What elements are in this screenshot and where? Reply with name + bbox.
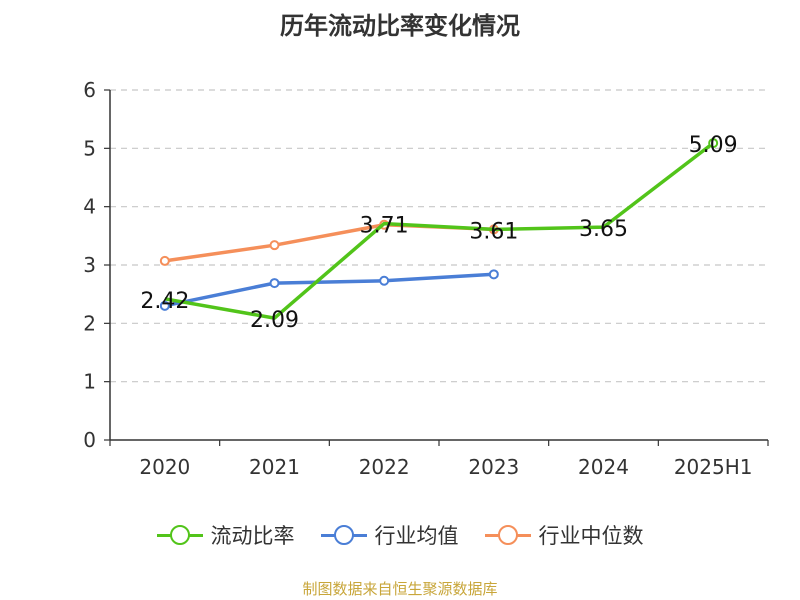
data-label: 3.61	[469, 219, 518, 244]
legend-label: 流动比率	[210, 524, 295, 548]
data-label: 2.42	[140, 289, 189, 314]
legend-item-industry-median[interactable]: 行业中位数	[484, 520, 644, 550]
legend-marker-icon	[320, 523, 367, 547]
x-tick-label: 2021	[249, 455, 300, 479]
data-source-note: 制图数据来自恒生聚源数据库	[302, 580, 498, 598]
data-label: 2.09	[250, 308, 299, 333]
data-label: 3.71	[360, 214, 409, 239]
x-tick-label: 2025H1	[674, 455, 753, 479]
y-tick-label: 2	[83, 311, 96, 335]
chart-title: 历年流动比率变化情况	[280, 12, 520, 40]
x-tick-label: 2023	[468, 455, 519, 479]
data-label: 5.09	[689, 133, 738, 158]
data-point-0	[708, 138, 719, 149]
data-point-1	[269, 278, 280, 289]
legend-item-industry-average[interactable]: 行业均值	[320, 520, 459, 550]
y-tick-label: 0	[83, 428, 96, 452]
legend-marker-icon	[484, 523, 531, 547]
data-point-1	[488, 269, 499, 280]
y-tick-label: 3	[83, 253, 96, 277]
y-tick-label: 1	[83, 370, 96, 394]
legend-label: 行业中位数	[538, 524, 644, 548]
data-point-1	[379, 275, 390, 286]
y-tick-label: 6	[83, 78, 96, 102]
data-point-2	[159, 255, 170, 266]
series-line-2	[164, 223, 494, 263]
x-tick-label: 2020	[139, 455, 190, 479]
legend: 流动比率 行业均值 行业中位数	[0, 520, 800, 550]
data-point-2	[269, 240, 280, 251]
data-label: 3.65	[579, 217, 628, 242]
series-line-0	[164, 141, 715, 320]
legend-item-current-ratio[interactable]: 流动比率	[156, 520, 295, 550]
legend-label: 行业均值	[374, 524, 459, 548]
y-tick-label: 5	[83, 136, 96, 160]
y-tick-label: 4	[83, 195, 96, 219]
series-line-1	[164, 272, 494, 308]
x-tick-label: 2024	[578, 455, 629, 479]
data-point-1	[159, 300, 170, 311]
legend-marker-icon	[156, 523, 203, 547]
x-tick-label: 2022	[359, 455, 410, 479]
